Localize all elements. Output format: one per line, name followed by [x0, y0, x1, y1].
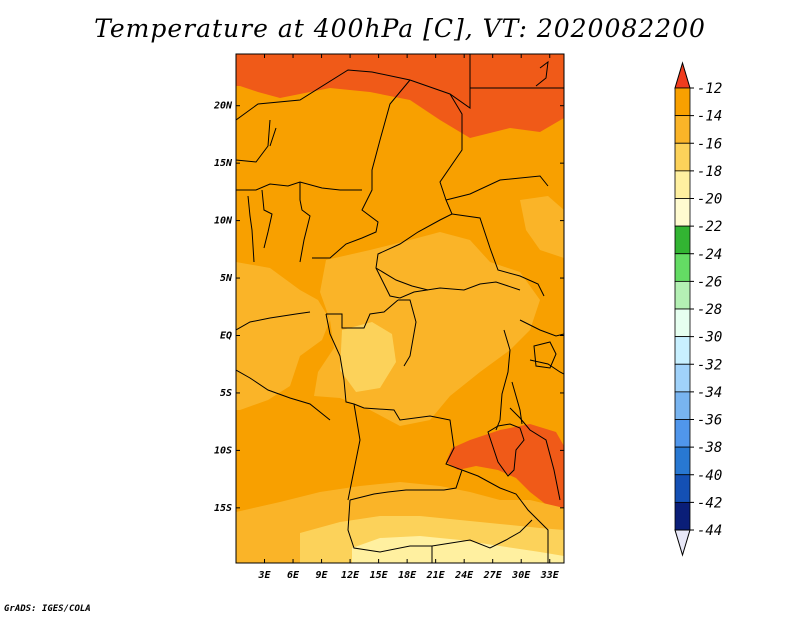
- colorbar-swatch: [674, 253, 691, 282]
- colorbar-swatch: [674, 308, 691, 338]
- colorbar-swatch: [674, 225, 691, 255]
- colorbar-swatch: [674, 363, 691, 393]
- lat-tick-label: 10S: [214, 445, 232, 456]
- band-18-central: [340, 322, 396, 392]
- borders: [236, 54, 564, 563]
- colorbar-swatch: [674, 501, 691, 531]
- lat-tick-label: 15S: [214, 503, 232, 514]
- map-title: Temperature at 400hPa [C], VT: 202008220…: [94, 14, 706, 43]
- colorbar-label: -16: [697, 136, 722, 152]
- lat-tick-label: 20N: [213, 101, 233, 112]
- colorbar-label: -44: [697, 523, 722, 539]
- lon-tick-label: 24E: [454, 570, 474, 581]
- colorbar-label: -12: [697, 81, 722, 97]
- colorbar-label: -30: [697, 330, 722, 346]
- lon-tick-label: 12E: [341, 570, 360, 581]
- colorbar-label: -20: [697, 192, 722, 208]
- colorbar-label: -24: [697, 247, 722, 263]
- colorbar-label: -14: [697, 109, 722, 125]
- lat-tick-label: EQ: [220, 331, 232, 342]
- colorbar-swatch: [674, 198, 691, 227]
- colorbar-label: -36: [697, 413, 722, 429]
- band-16-northeast: [520, 196, 564, 258]
- colorbar-label: -34: [697, 385, 722, 401]
- colorbar-label: -18: [697, 164, 722, 180]
- grads-credit: GrADS: IGES/COLA: [4, 604, 91, 614]
- colorbar-swatch: [674, 474, 691, 503]
- lat-tick-label: 5N: [220, 273, 233, 284]
- colorbar-label: -28: [697, 302, 722, 318]
- colorbar-swatch: [674, 419, 691, 448]
- lon-tick-label: 6E: [287, 570, 300, 581]
- lon-tick-label: 15E: [370, 570, 389, 581]
- lat-tick-label: 15N: [214, 158, 233, 169]
- colorbar-top-arrow: [674, 61, 691, 89]
- colorbar-label: -38: [697, 440, 722, 456]
- lon-tick-label: 33E: [540, 570, 560, 581]
- colorbar-label: -26: [697, 274, 722, 290]
- lon-tick-label: 30E: [511, 570, 531, 581]
- colorbar-swatch: [674, 391, 691, 420]
- colorbar-swatch: [674, 142, 691, 172]
- longitude-axis: 3E 6E 9E 12E 15E 18E 21E 24E 27E 30E 33E: [257, 54, 560, 581]
- colorbar: -12 -14 -16 -18 -20 -22 -24 -26 -28 -30 -32 -34 -36 -…: [674, 61, 722, 557]
- colorbar-label: -40: [697, 468, 722, 484]
- colorbar-bottom-arrow: [674, 529, 691, 557]
- colorbar-swatch: [674, 280, 691, 310]
- warm-region-north: [236, 54, 564, 138]
- lon-tick-label: 21E: [426, 570, 446, 581]
- temperature-field: [236, 54, 564, 563]
- colorbar-label: -22: [697, 219, 722, 235]
- lat-tick-label: 5S: [220, 388, 232, 399]
- lon-tick-label: 9E: [316, 570, 329, 581]
- lon-tick-label: 18E: [398, 570, 417, 581]
- lon-tick-label: 3E: [257, 570, 271, 581]
- colorbar-swatch: [674, 446, 691, 476]
- colorbar-swatch: [674, 170, 691, 199]
- colorbar-swatch: [674, 336, 691, 365]
- colorbar-label: -42: [697, 495, 722, 511]
- band-20-south: [352, 536, 564, 563]
- warm-region-southeast: [446, 424, 564, 510]
- lon-tick-label: 27E: [483, 570, 503, 581]
- latitude-axis: 20N 15N 10N 5N EQ 5S 10S 15S: [213, 101, 564, 514]
- colorbar-label: -32: [697, 357, 722, 373]
- colorbar-swatch: [674, 115, 691, 144]
- lat-tick-label: 10N: [214, 216, 233, 227]
- band-16-west: [236, 262, 330, 410]
- colorbar-swatch: [674, 87, 691, 117]
